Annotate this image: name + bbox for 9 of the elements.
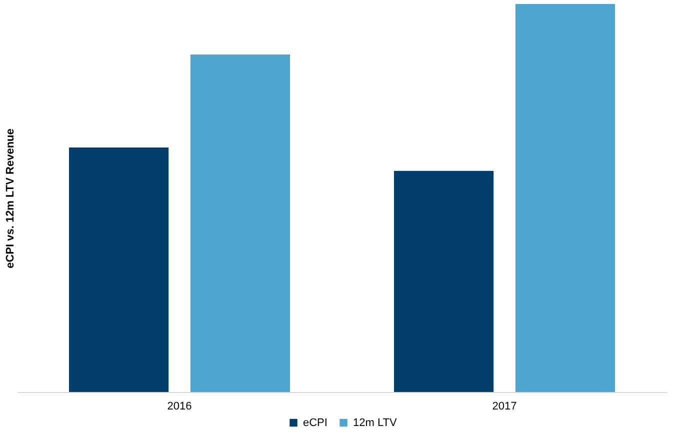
x-tick-label: 2016	[167, 400, 192, 412]
x-tick-label: 2017	[492, 400, 517, 412]
legend-label: 12m LTV	[353, 416, 398, 429]
bar	[394, 170, 494, 392]
bar	[69, 148, 169, 392]
legend-label: eCPI	[303, 416, 328, 429]
y-axis-title: eCPI vs. 12m LTV Revenue	[4, 128, 16, 268]
bar	[515, 4, 615, 392]
bar	[190, 54, 290, 392]
